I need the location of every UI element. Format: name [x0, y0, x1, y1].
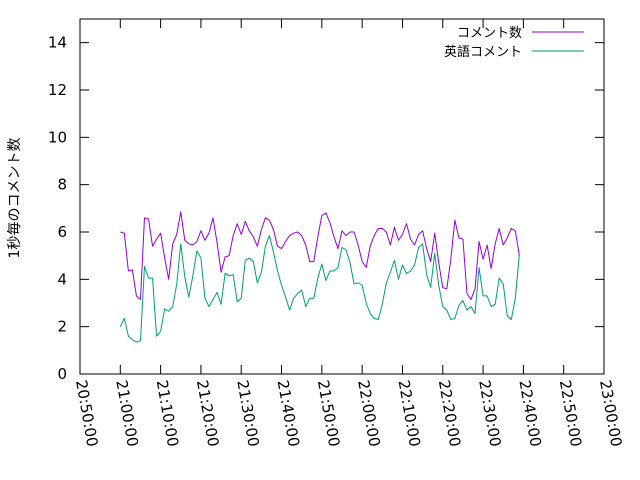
y-tick-label: 0: [57, 365, 67, 383]
x-tick-label: 22:40:00: [515, 379, 544, 448]
x-tick-label: 21:30:00: [233, 379, 262, 448]
y-tick-label: 8: [57, 176, 67, 194]
x-tick-label: 20:50:00: [72, 379, 101, 448]
x-tick-label: 22:50:00: [556, 379, 585, 448]
y-tick-label: 4: [57, 270, 67, 288]
y-tick-label: 12: [48, 81, 67, 99]
x-tick-label: 21:00:00: [112, 379, 141, 448]
legend-label: 英語コメント: [444, 44, 522, 60]
legend-label: コメント数: [457, 26, 522, 41]
x-tick-label: 22:20:00: [435, 379, 464, 448]
x-tick-label: 22:00:00: [354, 379, 383, 448]
plot-area: [79, 18, 605, 375]
x-tick-label: 21:10:00: [153, 379, 182, 448]
x-tick-label: 21:20:00: [193, 379, 222, 448]
x-tick-label: 21:40:00: [274, 379, 303, 448]
y-tick-label: 2: [57, 318, 67, 336]
series-line-0: [120, 211, 520, 300]
plot-frame: [79, 18, 605, 375]
y-axis-label: 1秒毎のコメント数: [7, 138, 23, 259]
x-tick-label: 22:10:00: [395, 379, 424, 448]
y-axis: 0 2 4 6 8 10 12 14: [48, 34, 604, 383]
x-tick-label: 23:00:00: [596, 379, 625, 448]
series-lines: [119, 211, 520, 343]
x-tick-label: 22:30:00: [475, 379, 504, 448]
y-tick-label: 6: [57, 223, 67, 241]
y-tick-label: 14: [48, 34, 67, 52]
y-tick-label: 10: [48, 128, 67, 146]
series-line-1: [119, 235, 520, 343]
x-tick-label: 21:50:00: [314, 379, 343, 448]
